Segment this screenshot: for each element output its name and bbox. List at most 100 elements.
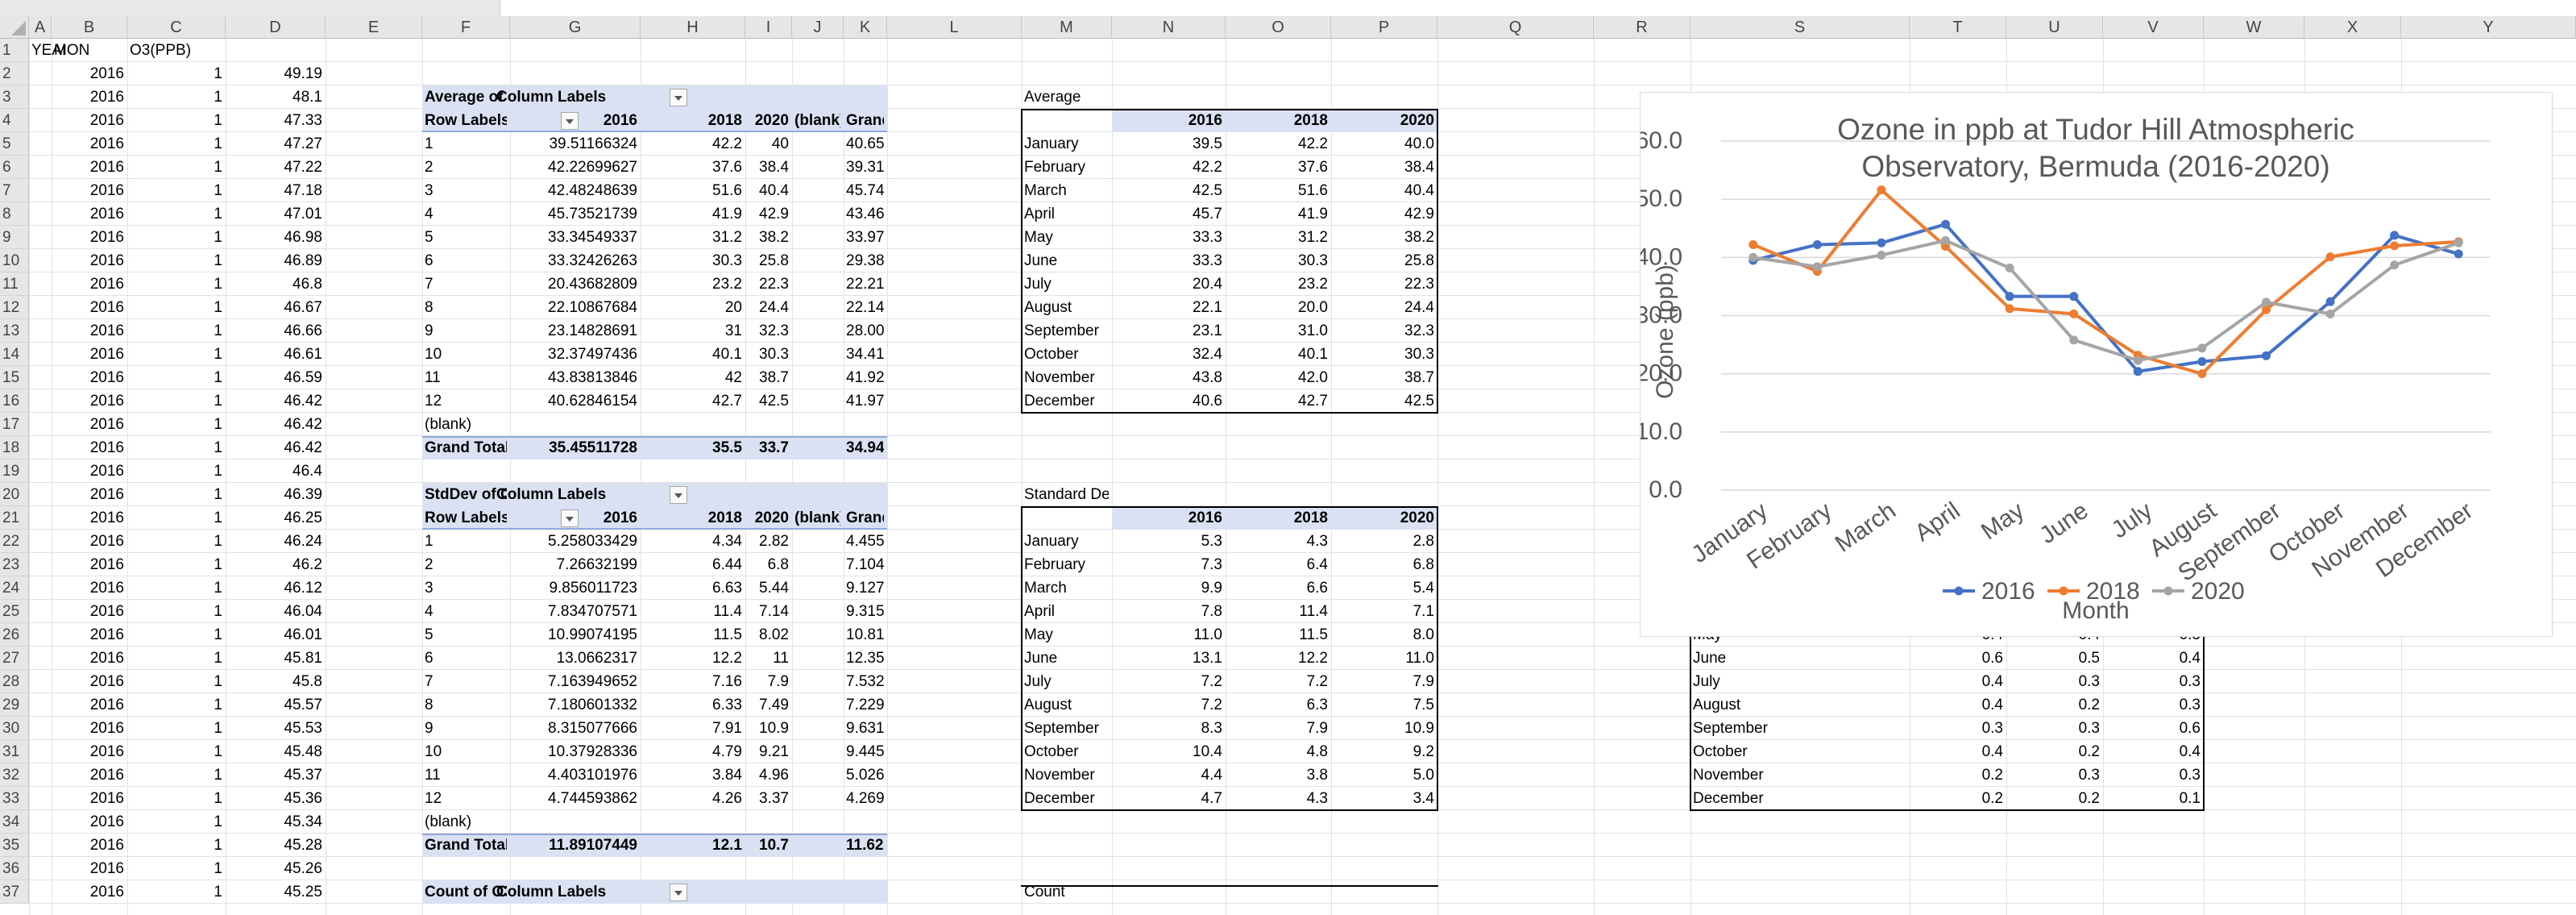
avg_table-value-cell[interactable]: 42.2 bbox=[1193, 159, 1222, 176]
pivot_std-col-header[interactable]: 2018 bbox=[707, 509, 742, 526]
mon-cell[interactable]: 1 bbox=[214, 697, 222, 713]
std_table-month-label[interactable]: November bbox=[1024, 767, 1095, 784]
column-header-X[interactable]: X bbox=[2304, 16, 2401, 39]
pivot_std-value-cell[interactable]: 12.2 bbox=[712, 650, 742, 667]
pivot_avg-value-cell[interactable]: 41.9 bbox=[712, 206, 742, 223]
o3-cell[interactable]: 47.01 bbox=[284, 206, 322, 223]
pivot_avg-value-cell[interactable]: 40.1 bbox=[712, 346, 742, 363]
o3-cell[interactable]: 46.67 bbox=[284, 299, 322, 316]
std_table-title[interactable]: Standard Deviation bbox=[1024, 486, 1109, 503]
mon-cell[interactable]: 1 bbox=[214, 884, 222, 900]
pivot_avg-row-label[interactable]: 10 bbox=[425, 346, 442, 363]
row-header-13[interactable]: 13 bbox=[0, 319, 29, 343]
year-cell[interactable]: 2016 bbox=[89, 813, 124, 830]
year-cell[interactable]: 2016 bbox=[89, 346, 124, 363]
se-month-label[interactable]: November bbox=[1693, 767, 1764, 784]
pivot_avg-column-filter-button[interactable] bbox=[670, 89, 687, 106]
row-header-12[interactable]: 12 bbox=[0, 296, 29, 319]
column-header-O[interactable]: O bbox=[1226, 16, 1331, 39]
mon-cell[interactable]: 1 bbox=[214, 580, 222, 597]
year-cell[interactable]: 2016 bbox=[89, 884, 124, 900]
o3-cell[interactable]: 47.27 bbox=[284, 135, 322, 152]
pivot_std-col-header[interactable]: 2020 bbox=[754, 509, 789, 526]
row-header-4[interactable]: 4 bbox=[0, 109, 29, 132]
data-point-2018[interactable] bbox=[1748, 239, 1758, 249]
pivot_std-value-cell[interactable]: 9.12795181 bbox=[846, 580, 884, 597]
data-point-2020[interactable] bbox=[2454, 238, 2463, 247]
data-point-2020[interactable] bbox=[2069, 335, 2079, 345]
pivot_avg-row-label[interactable]: 4 bbox=[425, 206, 433, 223]
pivot_avg-value-cell[interactable]: 25.8 bbox=[759, 252, 789, 269]
year-cell[interactable]: 2016 bbox=[89, 393, 124, 410]
pivot_std-value-cell[interactable]: 4.403101976 bbox=[548, 767, 637, 784]
mon-cell[interactable]: 1 bbox=[214, 626, 222, 643]
year-cell[interactable]: 2016 bbox=[89, 743, 124, 760]
pivot_avg-value-cell[interactable]: 45.7428246 bbox=[846, 182, 884, 199]
se-value-cell[interactable]: 0.2 bbox=[1981, 790, 2003, 807]
column-header-U[interactable]: U bbox=[2006, 16, 2103, 39]
column-header-L[interactable]: L bbox=[887, 16, 1022, 39]
pivot_avg-value-cell[interactable]: 29.3803676 bbox=[846, 252, 884, 269]
pivot_std-value-cell[interactable]: 7.180601332 bbox=[548, 697, 637, 713]
pivot_std-grand-total-cell[interactable]: 11.6280434 bbox=[846, 837, 884, 854]
mon-cell[interactable]: 1 bbox=[214, 556, 222, 573]
row-header-19[interactable]: 19 bbox=[0, 460, 29, 483]
pivot_std-value-cell[interactable]: 7.91 bbox=[712, 720, 742, 737]
mon-cell[interactable]: 1 bbox=[214, 135, 222, 152]
row-header-35[interactable]: 35 bbox=[0, 834, 29, 857]
pivot_avg-value-cell[interactable]: 33.32426263 bbox=[548, 252, 637, 269]
column-header-C[interactable]: C bbox=[127, 16, 226, 39]
pivot_std-value-cell[interactable]: 11.4 bbox=[713, 603, 742, 620]
std_table-value-cell[interactable]: 7.3 bbox=[1201, 556, 1222, 573]
o3-cell[interactable]: 49.19 bbox=[284, 65, 322, 82]
data-point-2016[interactable] bbox=[2325, 297, 2335, 306]
se-value-cell[interactable]: 0.5 bbox=[2078, 650, 2100, 667]
row-header-18[interactable]: 18 bbox=[0, 436, 29, 460]
o3-cell[interactable]: 46.98 bbox=[284, 229, 322, 246]
avg_table-year-header[interactable]: 2016 bbox=[1188, 112, 1222, 129]
data-point-2020[interactable] bbox=[2325, 309, 2335, 318]
se-value-cell[interactable]: 0.4 bbox=[1981, 673, 2003, 690]
year-cell[interactable]: 2016 bbox=[89, 159, 124, 176]
pivot_std-grand-total-label[interactable]: Grand Total bbox=[425, 837, 507, 854]
o3-cell[interactable]: 45.36 bbox=[284, 790, 322, 807]
mon-cell[interactable]: 1 bbox=[214, 486, 222, 503]
pivot_avg-value-cell[interactable]: 41.9217008 bbox=[846, 369, 884, 386]
avg_table-month-label[interactable]: September bbox=[1024, 322, 1099, 339]
column-header-P[interactable]: P bbox=[1331, 16, 1437, 39]
pivot_std-value-cell[interactable]: 10.8178265 bbox=[846, 626, 884, 643]
o3-cell[interactable]: 46.42 bbox=[284, 416, 322, 433]
pivot_avg-value-cell[interactable]: 42.48248639 bbox=[548, 182, 637, 199]
se-value-cell[interactable]: 0.6 bbox=[2179, 720, 2201, 737]
year-cell[interactable]: 2016 bbox=[89, 89, 124, 106]
row-header-11[interactable]: 11 bbox=[0, 272, 29, 296]
std_table-value-cell[interactable]: 5.4 bbox=[1412, 580, 1434, 597]
avg_table-value-cell[interactable]: 38.7 bbox=[1404, 369, 1434, 386]
std_table-value-cell[interactable]: 7.9 bbox=[1306, 720, 1328, 737]
pivot_std-row-label[interactable]: 11 bbox=[425, 767, 441, 784]
pivot_std-col-header[interactable]: Grand Total bbox=[846, 509, 884, 526]
std_table-value-cell[interactable]: 6.3 bbox=[1306, 697, 1328, 713]
std_table-month-label[interactable]: June bbox=[1024, 650, 1058, 667]
pivot_std-row-label[interactable]: 7 bbox=[425, 673, 433, 690]
row-header-14[interactable]: 14 bbox=[0, 343, 29, 366]
mon-cell[interactable]: 1 bbox=[214, 229, 222, 246]
std_table-value-cell[interactable]: 7.1 bbox=[1412, 603, 1434, 620]
avg_table-value-cell[interactable]: 42.0 bbox=[1298, 369, 1328, 386]
column-header-R[interactable]: R bbox=[1594, 16, 1690, 39]
std_table-value-cell[interactable]: 7.5 bbox=[1412, 697, 1434, 713]
avg_table-value-cell[interactable]: 23.2 bbox=[1298, 276, 1328, 293]
std_table-value-cell[interactable]: 7.2 bbox=[1201, 697, 1222, 713]
pivot_std-value-cell[interactable]: 11 bbox=[773, 650, 789, 667]
row-header-2[interactable]: 2 bbox=[0, 62, 29, 85]
pivot_std-grand-total-cell[interactable]: 12.1 bbox=[712, 837, 742, 854]
avg_table-value-cell[interactable]: 39.5 bbox=[1193, 135, 1222, 152]
mon-cell[interactable]: 1 bbox=[214, 860, 222, 877]
pivot_std-value-cell[interactable]: 5.44 bbox=[759, 580, 789, 597]
column-header-V[interactable]: V bbox=[2103, 16, 2204, 39]
column-header-Q[interactable]: Q bbox=[1437, 16, 1594, 39]
avg_table-value-cell[interactable]: 51.6 bbox=[1298, 182, 1328, 199]
column-header-S[interactable]: S bbox=[1690, 16, 1910, 39]
pivot_avg-value-cell[interactable]: 42.5 bbox=[759, 393, 789, 410]
avg_table-value-cell[interactable]: 42.5 bbox=[1404, 393, 1434, 410]
